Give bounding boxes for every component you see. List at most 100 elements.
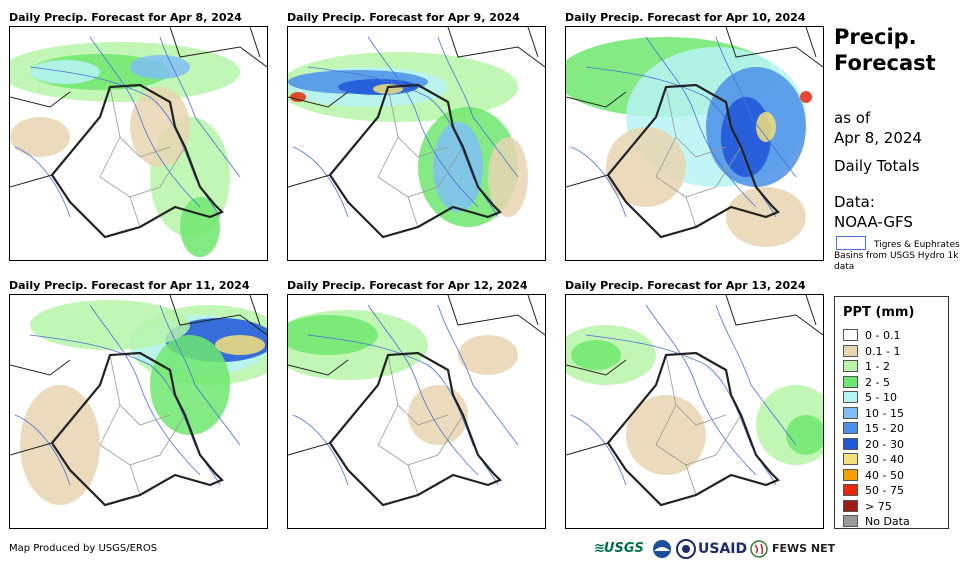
legend-title: PPT (mm) bbox=[843, 305, 915, 320]
river bbox=[159, 304, 241, 446]
data-line2: NOAA-GFS bbox=[834, 213, 913, 231]
legend-label: 2 - 5 bbox=[865, 375, 890, 389]
precip-area bbox=[290, 92, 306, 102]
legend-label: 0.1 - 1 bbox=[865, 344, 901, 358]
precip-area bbox=[606, 127, 686, 207]
legend-swatch bbox=[843, 406, 858, 419]
precip-area bbox=[10, 117, 70, 157]
legend-label: 1 - 2 bbox=[865, 360, 890, 373]
fews-globe-logo bbox=[750, 538, 768, 560]
province-boundaries bbox=[655, 86, 742, 228]
ppt-legend: PPT (mm) 0 - 0.1 0.1 - 1 1 - 2 2 - 5 5 - 10 1… bbox=[834, 296, 949, 529]
precip-map bbox=[566, 27, 823, 247]
legend-swatch bbox=[843, 515, 858, 527]
side-title-line1: Precip. bbox=[834, 25, 917, 49]
daily-totals-label: Daily Totals bbox=[834, 157, 920, 175]
legend-swatch bbox=[843, 375, 858, 388]
precip-area bbox=[150, 335, 230, 435]
map bbox=[287, 26, 546, 261]
river bbox=[645, 36, 757, 208]
usaid-logo: USAID bbox=[698, 541, 748, 557]
river bbox=[367, 304, 479, 476]
neighbor-borders bbox=[10, 295, 267, 456]
neighbor-borders bbox=[288, 295, 545, 456]
map bbox=[9, 26, 268, 261]
precip-map bbox=[288, 27, 545, 239]
noaa-logo bbox=[652, 538, 672, 560]
legend-label: 50 - 75 bbox=[865, 484, 904, 497]
river bbox=[437, 304, 519, 446]
precip-map bbox=[10, 295, 267, 507]
river bbox=[159, 36, 241, 178]
river bbox=[367, 36, 479, 208]
neighbor-borders bbox=[10, 27, 267, 188]
river bbox=[570, 146, 627, 218]
precip-area bbox=[130, 87, 190, 167]
province-boundaries bbox=[99, 354, 186, 496]
legend-label: 5 - 10 bbox=[865, 391, 897, 404]
neighbor-borders bbox=[566, 27, 823, 188]
river bbox=[645, 304, 757, 476]
province-boundaries bbox=[99, 86, 186, 228]
province-boundaries bbox=[377, 354, 464, 496]
river bbox=[570, 414, 627, 486]
precip-area bbox=[288, 315, 378, 355]
precip-map bbox=[10, 27, 267, 257]
legend-swatch bbox=[843, 422, 858, 434]
legend-swatch bbox=[843, 499, 858, 512]
river bbox=[437, 36, 519, 178]
precip-map bbox=[288, 295, 545, 507]
usgs-logo: ≋USGS bbox=[594, 541, 644, 556]
as-of-line1: as of bbox=[834, 109, 871, 127]
panel-title: Daily Precip. Forecast for Apr 11, 2024 bbox=[9, 279, 250, 292]
legend-label: 0 - 0.1 bbox=[865, 329, 901, 342]
precip-area bbox=[433, 122, 483, 212]
basin-swatch bbox=[836, 236, 866, 250]
neighbor-borders bbox=[566, 295, 823, 456]
river bbox=[14, 146, 71, 218]
legend-label: No Data bbox=[865, 515, 910, 528]
data-line1: Data: bbox=[834, 193, 875, 211]
footer-credit: Map Produced by USGS/EROS bbox=[9, 543, 158, 554]
legend-swatch bbox=[843, 484, 858, 496]
iraq-border bbox=[606, 351, 780, 507]
map bbox=[9, 294, 268, 529]
precip-area bbox=[180, 197, 220, 257]
legend-label: 20 - 30 bbox=[865, 437, 904, 451]
precip-area bbox=[488, 137, 528, 217]
side-title-line2: Forecast bbox=[834, 51, 936, 75]
noaa-icon bbox=[653, 540, 671, 558]
precip-area bbox=[458, 335, 518, 375]
legend-swatch bbox=[843, 468, 858, 481]
legend-swatch bbox=[843, 453, 858, 465]
precip-area bbox=[721, 97, 771, 177]
precip-area bbox=[408, 385, 468, 445]
map bbox=[565, 26, 824, 261]
legend-label: 40 - 50 bbox=[865, 468, 904, 482]
fews-net-logo: FEWS NET bbox=[772, 542, 836, 555]
precip-area bbox=[800, 91, 812, 103]
legend-label: 15 - 20 bbox=[865, 422, 904, 435]
province-boundaries bbox=[655, 354, 742, 496]
basin-text: Tigres & Euphrates Basins from USGS Hydr… bbox=[834, 240, 960, 272]
legend-label: 10 - 15 bbox=[865, 406, 904, 420]
panel-title: Daily Precip. Forecast for Apr 13, 2024 bbox=[565, 279, 806, 292]
panel-title: Daily Precip. Forecast for Apr 10, 2024 bbox=[565, 11, 806, 24]
province-boundaries bbox=[377, 86, 464, 228]
precip-area bbox=[130, 55, 190, 79]
legend-swatch bbox=[843, 344, 858, 357]
precip-area bbox=[756, 112, 776, 142]
usaid-seal-logo bbox=[676, 538, 696, 560]
river bbox=[715, 36, 797, 178]
iraq-border bbox=[328, 83, 502, 239]
legend-swatch bbox=[843, 391, 858, 403]
panel-title: Daily Precip. Forecast for Apr 9, 2024 bbox=[287, 11, 520, 24]
precip-area bbox=[786, 415, 823, 455]
legend-swatch bbox=[843, 437, 858, 450]
panel-title: Daily Precip. Forecast for Apr 8, 2024 bbox=[9, 11, 242, 24]
river bbox=[89, 36, 201, 208]
iraq-border bbox=[50, 83, 224, 239]
legend-swatch bbox=[843, 329, 858, 341]
precip-area bbox=[30, 300, 190, 350]
as-of-line2: Apr 8, 2024 bbox=[834, 129, 922, 147]
